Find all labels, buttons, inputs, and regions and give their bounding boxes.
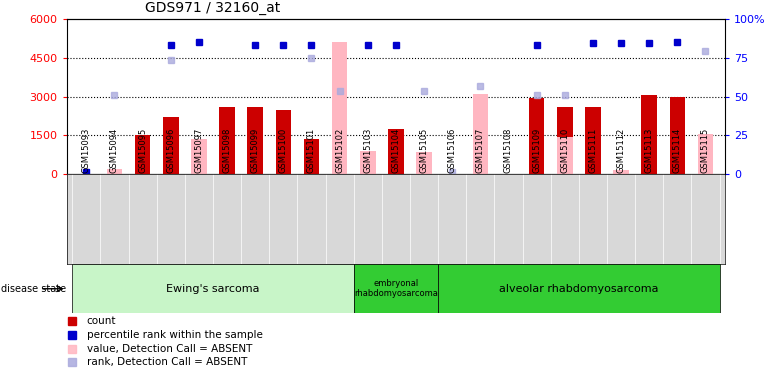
Bar: [354, 264, 438, 313]
Bar: [72, 264, 354, 313]
Text: GDS971 / 32160_at: GDS971 / 32160_at: [145, 1, 281, 15]
Text: count: count: [86, 316, 116, 326]
Text: embryonal
rhabdomyosarcoma: embryonal rhabdomyosarcoma: [354, 279, 437, 298]
Bar: [613, 171, 629, 174]
Text: percentile rank within the sample: percentile rank within the sample: [86, 330, 263, 340]
Bar: [135, 135, 151, 174]
Bar: [698, 134, 713, 174]
Bar: [248, 107, 263, 174]
Bar: [473, 94, 488, 174]
Bar: [438, 264, 720, 313]
Bar: [360, 151, 376, 174]
Text: value, Detection Call = ABSENT: value, Detection Call = ABSENT: [86, 344, 252, 354]
Bar: [220, 107, 234, 174]
Bar: [670, 97, 685, 174]
Bar: [163, 117, 179, 174]
Bar: [416, 152, 432, 174]
Text: alveolar rhabdomyosarcoma: alveolar rhabdomyosarcoma: [499, 284, 659, 294]
Bar: [276, 110, 291, 174]
Text: disease state: disease state: [1, 284, 66, 294]
Bar: [557, 107, 572, 174]
Text: rank, Detection Call = ABSENT: rank, Detection Call = ABSENT: [86, 357, 247, 368]
Text: Ewing's sarcoma: Ewing's sarcoma: [166, 284, 260, 294]
Bar: [585, 107, 601, 174]
Bar: [332, 42, 347, 174]
Bar: [388, 129, 404, 174]
Bar: [529, 98, 544, 174]
Bar: [191, 140, 207, 174]
Bar: [557, 137, 572, 174]
Bar: [641, 95, 657, 174]
Bar: [107, 169, 122, 174]
Bar: [303, 140, 319, 174]
